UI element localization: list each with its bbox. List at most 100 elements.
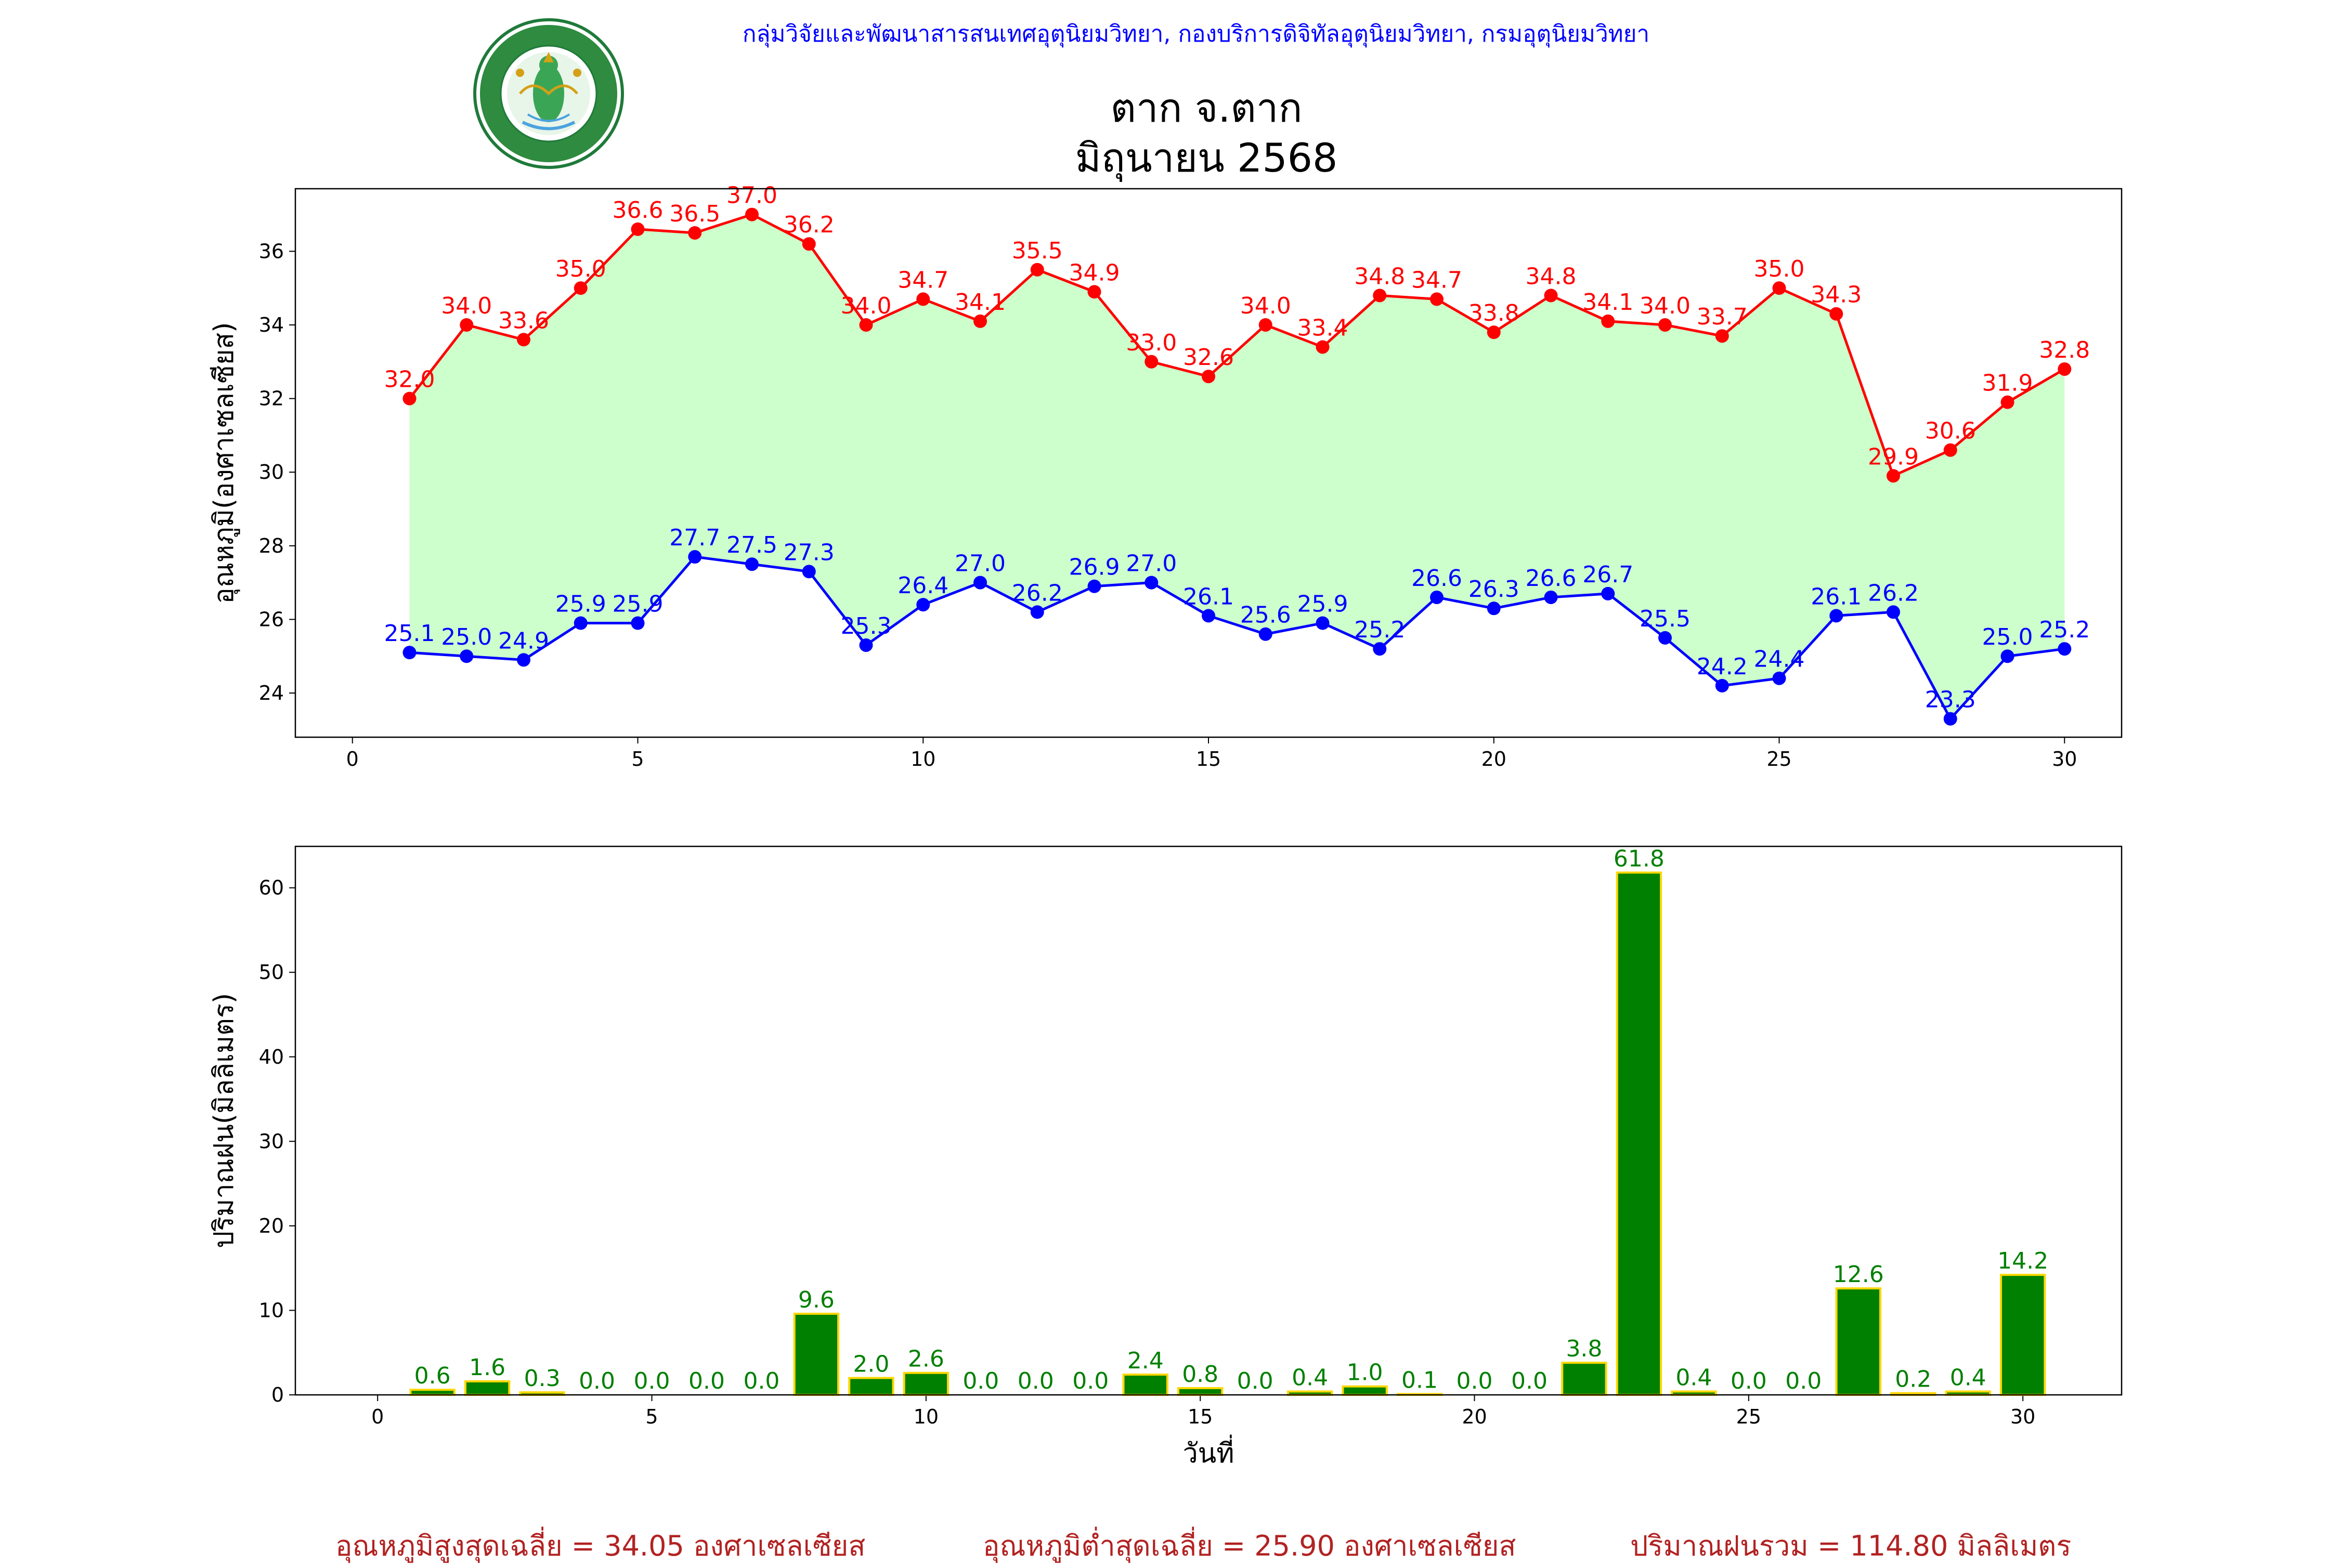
rain-x-tick-label: 30 [2010, 1405, 2035, 1428]
temp-range-fill [409, 214, 2065, 719]
rain-y-tick-label: 10 [259, 1299, 284, 1322]
temp-min-label: 25.9 [613, 591, 664, 618]
temp-y-axis-label: อุณหภูมิ(องศาเซลเซียส) [209, 322, 240, 604]
rain-bar-label: 0.4 [1950, 1364, 1986, 1391]
temp-max-point [1829, 307, 1843, 321]
rain-bar-label: 3.8 [1566, 1336, 1602, 1362]
rain-bar-label: 2.0 [853, 1351, 889, 1377]
temp-min-point [1715, 678, 1729, 692]
temp-min-point [1145, 576, 1159, 590]
rain-bar [1999, 1274, 2046, 1396]
temp-max-label: 32.6 [1183, 344, 1234, 371]
temp-min-point [1487, 602, 1501, 616]
temp-min-label: 25.2 [1354, 617, 1405, 643]
rain-y-tick-label: 60 [259, 877, 284, 899]
temp-max-point [402, 391, 417, 406]
temp-max-point [1087, 285, 1101, 299]
temp-min-label: 24.2 [1697, 654, 1748, 680]
temp-min-point [688, 550, 702, 564]
temp-max-point [1943, 443, 1957, 457]
temp-max-point [916, 292, 930, 306]
chart-title: ตาก จ.ตาก มิถุนายน 2568 [520, 83, 1893, 183]
rain-y-tick-label: 0 [271, 1383, 284, 1406]
temp-min-point [574, 616, 588, 630]
title-month: มิถุนายน 2568 [1075, 135, 1338, 181]
avg-max-temp: อุณหภูมิสูงสุดเฉลี่ย = 34.05 องศาเซลเซีย… [335, 1530, 866, 1562]
temp-max-label: 34.8 [1354, 263, 1405, 290]
rain-bar-label: 0.0 [634, 1368, 670, 1394]
temp-min-label: 25.0 [441, 624, 492, 650]
rain-x-tick-label: 20 [1462, 1405, 1487, 1428]
temp-max-label: 30.6 [1925, 418, 1976, 445]
temp-max-label: 36.6 [613, 197, 664, 224]
temp-max-point [517, 333, 530, 347]
temp-min-label: 25.9 [1297, 591, 1348, 618]
rain-x-axis-label: วันที่ [1182, 1434, 1234, 1469]
rain-bar-label: 14.2 [1997, 1248, 2048, 1274]
temp-max-point [2000, 395, 2014, 409]
temp-max-point [1715, 329, 1729, 343]
temp-min-point [1601, 586, 1615, 600]
temp-x-tick-label: 20 [1481, 748, 1506, 770]
temp-max-point [574, 281, 588, 295]
rain-bar [793, 1312, 840, 1396]
rain-bar [903, 1371, 950, 1396]
temp-min-label: 27.3 [784, 539, 835, 566]
rain-bar-label: 0.2 [1895, 1366, 1931, 1393]
temp-x-tick-label: 25 [1766, 748, 1791, 770]
temp-max-point [1887, 469, 1900, 483]
temp-min-point [1373, 642, 1387, 656]
temp-plot-frame [294, 188, 2123, 738]
rain-bar-label: 0.0 [1511, 1368, 1548, 1394]
temp-min-point [1943, 712, 1957, 726]
temp-min-label: 27.0 [955, 551, 1006, 577]
temp-min-label: 24.4 [1754, 646, 1805, 673]
temp-max-label: 37.0 [726, 182, 777, 209]
rain-x-tick-label: 0 [371, 1405, 384, 1428]
temp-min-point [1258, 627, 1272, 641]
organization-line: กลุ่มวิจัยและพัฒนาสารสนเทศอุตุนิยมวิทยา,… [742, 21, 1650, 47]
rain-bar-label: 0.4 [1292, 1364, 1328, 1391]
temp-max-point [460, 318, 474, 332]
rain-x-tick-label: 5 [645, 1405, 658, 1428]
footer-summary: อุณหภูมิสูงสุดเฉลี่ย = 34.05 องศาเซลเซีย… [0, 1523, 2340, 1565]
temp-min-label: 26.1 [1183, 583, 1234, 610]
total-rainfall: ปริมาณฝนรวม = 114.80 มิลลิเมตร [1630, 1530, 2072, 1562]
rain-bar [848, 1377, 894, 1396]
rain-bar-label: 0.6 [414, 1363, 451, 1389]
rain-bar [1835, 1287, 1881, 1396]
temp-max-label: 35.0 [1754, 256, 1805, 282]
temp-min-point [1658, 631, 1672, 645]
temp-max-label: 34.1 [955, 289, 1006, 316]
temp-min-label: 27.0 [1126, 551, 1177, 577]
temp-max-label: 34.9 [1069, 259, 1120, 286]
rain-bar-label: 2.4 [1127, 1348, 1164, 1374]
temp-max-point [1487, 325, 1501, 339]
rain-bar-label: 0.0 [688, 1368, 725, 1394]
temp-max-label: 33.0 [1126, 330, 1177, 356]
temp-min-point [460, 649, 474, 663]
avg-min-temp: อุณหภูมิต่ำสุดเฉลี่ย = 25.90 องศาเซลเซีย… [983, 1530, 1516, 1562]
temp-min-point [1087, 579, 1101, 593]
temp-max-label: 34.8 [1526, 263, 1577, 290]
temp-max-label: 36.5 [669, 201, 720, 227]
temp-max-point [631, 222, 645, 236]
rain-bar-label: 0.0 [1018, 1368, 1054, 1394]
temp-min-point [2058, 642, 2072, 656]
temp-min-point [517, 653, 530, 667]
temp-min-point [1430, 590, 1444, 604]
temp-y-tick-label: 34 [259, 313, 284, 336]
temp-max-label: 33.6 [498, 307, 549, 334]
rain-bar-label: 1.6 [469, 1354, 505, 1381]
rain-bar-label: 0.0 [1072, 1368, 1109, 1394]
temp-min-label: 26.6 [1411, 565, 1462, 592]
temp-min-point [402, 646, 417, 660]
rain-y-tick-label: 40 [259, 1046, 284, 1068]
temp-min-label: 27.7 [669, 525, 720, 551]
temp-max-point [1772, 281, 1786, 295]
temp-y-tick-label: 26 [259, 608, 284, 631]
rain-bar-label: 0.3 [524, 1365, 561, 1392]
rain-y-tick-label: 30 [259, 1130, 284, 1153]
temp-min-label: 25.1 [384, 620, 435, 647]
